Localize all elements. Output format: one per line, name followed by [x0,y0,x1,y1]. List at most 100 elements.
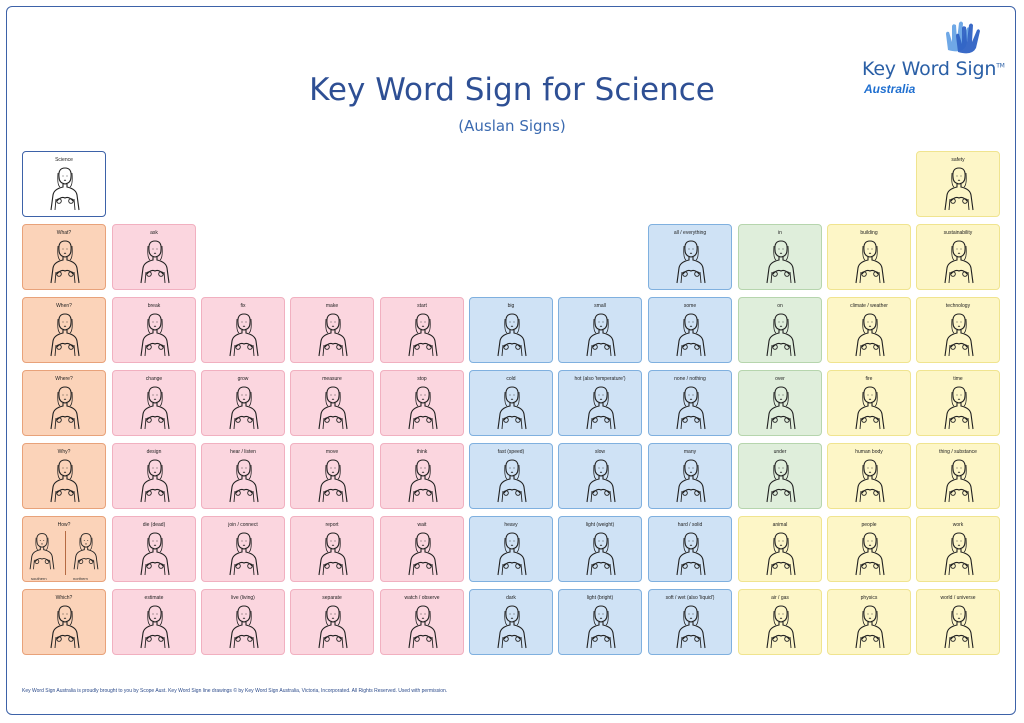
sign-label: hard / solid [677,522,703,528]
sign-label: none / nothing [674,376,706,382]
sign-tile: sustainability [916,224,1000,290]
sign-tile: hard / solid [648,516,732,582]
sign-label: break [147,303,161,309]
signer-figure-icon [766,532,796,576]
sign-label: change [145,376,163,382]
signer-figure-icon [676,313,706,357]
signer-figure-icon [676,532,706,576]
sign-label: all / everything [673,230,707,236]
sign-label: world / universe [940,595,976,601]
sign-label: fire [865,376,873,382]
sign-label: dark [506,595,516,601]
sign-label: fix [240,303,246,309]
sign-label: human body [855,449,883,455]
sign-tile: dark [469,589,553,655]
signer-figure-icon [229,605,259,649]
sign-tile: in [738,224,822,290]
logo-name: Key Word SignTM [862,58,1005,80]
sign-label: wait [417,522,427,528]
signer-figure-icon [229,313,259,357]
signer-figure-icon [766,459,796,503]
sign-tile: physics [827,589,911,655]
signer-figure-icon [318,532,348,576]
signer-figure-icon [50,386,80,430]
signer-figure-icon [318,459,348,503]
signer-figure-icon [408,532,438,576]
sign-tile: human body [827,443,911,509]
sign-label: sustainability [943,230,973,236]
sign-tile: technology [916,297,1000,363]
signer-figure-icon [408,313,438,357]
sign-tile: start [380,297,464,363]
sign-label: make [325,303,339,309]
sign-tile: move [290,443,374,509]
logo-region: Australia [864,82,916,96]
sign-tile: light (bright) [558,589,642,655]
signer-figure-icon [229,532,259,576]
signer-figure-icon [318,313,348,357]
sign-label: slow [594,449,605,455]
signer-figure-icon [73,533,99,570]
sign-tile: ask [112,224,196,290]
sign-tile: Science [22,151,106,217]
signer-figure-icon [318,605,348,649]
signer-figure-icon [50,240,80,284]
sign-label: under [773,449,787,455]
sign-label: stop [417,376,427,382]
sign-tile: separate [290,589,374,655]
signer-figure-icon [766,240,796,284]
signer-figure-icon [766,605,796,649]
sign-tile: die (dead) [112,516,196,582]
sign-tile: air / gas [738,589,822,655]
signer-figure-icon [29,533,55,570]
page-frame [6,6,1016,715]
sign-tile: soft / wet (also 'liquid') [648,589,732,655]
signer-figure-icon [50,313,80,357]
sign-tile: hot (also 'temperature') [558,370,642,436]
tile-divider [65,531,66,575]
sign-label: soft / wet (also 'liquid') [665,595,715,601]
sign-tile: break [112,297,196,363]
sign-tile: grow [201,370,285,436]
footer-credit: Key Word Sign Australia is proudly broug… [22,688,448,694]
sign-tile: report [290,516,374,582]
sign-tile: animal [738,516,822,582]
sign-label: safety [951,157,965,163]
sign-tile: estimate [112,589,196,655]
sign-tile: light (weight) [558,516,642,582]
sign-tile: all / everything [648,224,732,290]
signer-figure-icon [944,605,974,649]
variant-caption: southern [31,576,47,581]
signer-figure-icon [140,459,170,503]
sign-tile: work [916,516,1000,582]
signer-figure-icon [676,240,706,284]
signer-figure-icon [944,459,974,503]
sign-label: measure [322,376,342,382]
signer-figure-icon [944,167,974,211]
sign-label: many [683,449,697,455]
signer-figure-icon [766,313,796,357]
signer-figure-icon [586,605,616,649]
signer-figure-icon [140,240,170,284]
sign-tile: safety [916,151,1000,217]
sign-label: join / connect [228,522,258,528]
signer-figure-icon [676,386,706,430]
sign-tile: people [827,516,911,582]
sign-label: Where? [55,376,73,382]
hands-icon [946,21,980,54]
signer-figure-icon [944,240,974,284]
sign-label: watch / observe [404,595,440,601]
sign-label: time [953,376,963,382]
sign-label: building [860,230,878,236]
sign-tile: climate / weather [827,297,911,363]
signer-figure-icon [497,313,527,357]
signer-figure-icon [855,386,885,430]
variant-caption: northern [73,576,88,581]
sign-label: in [778,230,782,236]
sign-tile: make [290,297,374,363]
signer-figure-icon [676,605,706,649]
sign-label: start [417,303,427,309]
signer-figure-icon [497,532,527,576]
signer-figure-icon [140,386,170,430]
sign-label: some [683,303,697,309]
